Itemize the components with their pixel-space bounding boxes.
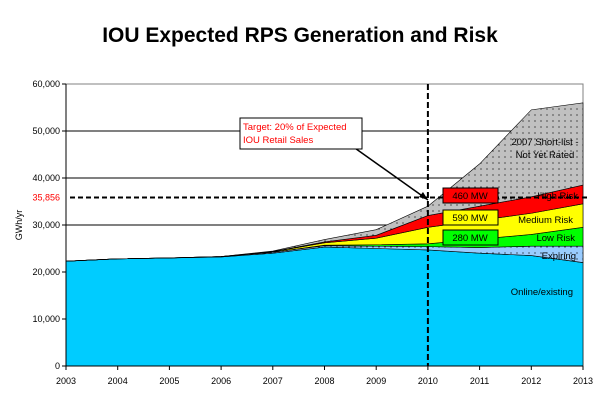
y-tick-label: 30,000	[32, 220, 60, 230]
overlays: 35,856 Target: 20% of Expected IOU Retail …	[32, 84, 587, 366]
chart-title: IOU Expected RPS Generation and Risk	[102, 24, 498, 47]
callout-arrowhead	[419, 192, 428, 200]
target-callout-text: IOU Retail Sales	[243, 135, 313, 146]
area-2007-short-list-not-yet-rated-pattern	[66, 102, 583, 262]
x-tick-label: 2009	[366, 376, 386, 386]
x-tick-label: 2005	[159, 376, 179, 386]
x-tick-label: 2007	[263, 376, 283, 386]
y-tick-label: 0	[55, 361, 60, 371]
x-tick-label: 2003	[56, 376, 76, 386]
mw-box	[442, 209, 499, 226]
label-expiring: Expiring	[542, 251, 576, 262]
area-online-existing	[65, 246, 584, 367]
y-tick-label: 60,000	[32, 79, 60, 89]
x-tick-label: 2008	[314, 376, 334, 386]
x-tick-label: 2013	[573, 376, 593, 386]
x-tick-label: 2011	[470, 376, 489, 386]
y-tick-label: 20,000	[32, 267, 60, 277]
x-tick-label: 2012	[521, 376, 541, 386]
label-high-risk: High Risk	[537, 191, 578, 202]
y-axis-label: GWh/yr	[14, 210, 24, 241]
x-tick-label: 2004	[108, 376, 128, 386]
mw-box-label: 460 MW	[452, 191, 487, 202]
y-tick-label: 10,000	[32, 314, 60, 324]
mw-box	[442, 187, 499, 204]
y-tick-label: 50,000	[32, 126, 60, 136]
label-online-existing: Online/existing	[511, 287, 573, 298]
target-callout-text: Target: 20% of Expected	[243, 122, 347, 133]
y-tick-label: 40,000	[32, 173, 60, 183]
label-low-risk: Low Risk	[536, 233, 575, 244]
x-tick-label: 2010	[418, 376, 438, 386]
label-short-list: Not Yet Rated	[516, 150, 575, 161]
label-medium-risk: Medium Risk	[518, 215, 573, 226]
axes: 0 10,000 20,000 30,000 40,000 50,000 60,000 200…	[14, 79, 593, 386]
target-callout-box	[239, 117, 363, 150]
mw-box	[442, 229, 499, 246]
label-short-list: 2007 Short-list -	[511, 137, 578, 148]
callout-arrow-line	[351, 145, 429, 201]
mw-box-label: 590 MW	[452, 213, 487, 224]
area-expiring-pattern	[66, 245, 583, 263]
x-tick-label: 2006	[211, 376, 231, 386]
mw-box-label: 280 MW	[452, 233, 487, 244]
target-value-label: 35,856	[32, 192, 60, 202]
